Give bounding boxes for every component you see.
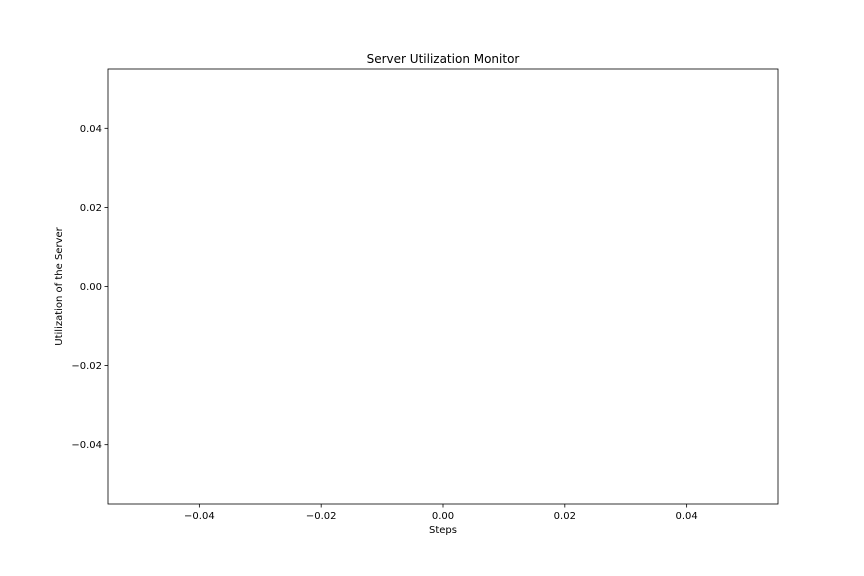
y-tick-label: 0.00 <box>80 282 102 293</box>
x-tick-label: −0.04 <box>184 511 215 522</box>
x-axis-label: Steps <box>429 525 457 536</box>
x-axis-ticks: −0.04 −0.02 0.00 0.02 0.04 <box>184 504 698 522</box>
y-tick-label: −0.02 <box>71 361 102 372</box>
plot-area <box>108 69 778 504</box>
x-tick-label: −0.02 <box>306 511 337 522</box>
y-tick-label: 0.04 <box>80 124 102 135</box>
y-axis-label: Utilization of the Server <box>54 226 65 345</box>
x-tick-label: 0.04 <box>676 511 698 522</box>
y-tick-label: 0.02 <box>80 203 102 214</box>
x-tick-label: 0.00 <box>432 511 454 522</box>
y-axis-ticks: −0.04 −0.02 0.00 0.02 0.04 <box>71 124 108 451</box>
chart-title: Server Utilization Monitor <box>367 52 520 66</box>
x-tick-label: 0.02 <box>554 511 576 522</box>
y-tick-label: −0.04 <box>71 440 102 451</box>
plot-frame <box>107 68 779 505</box>
